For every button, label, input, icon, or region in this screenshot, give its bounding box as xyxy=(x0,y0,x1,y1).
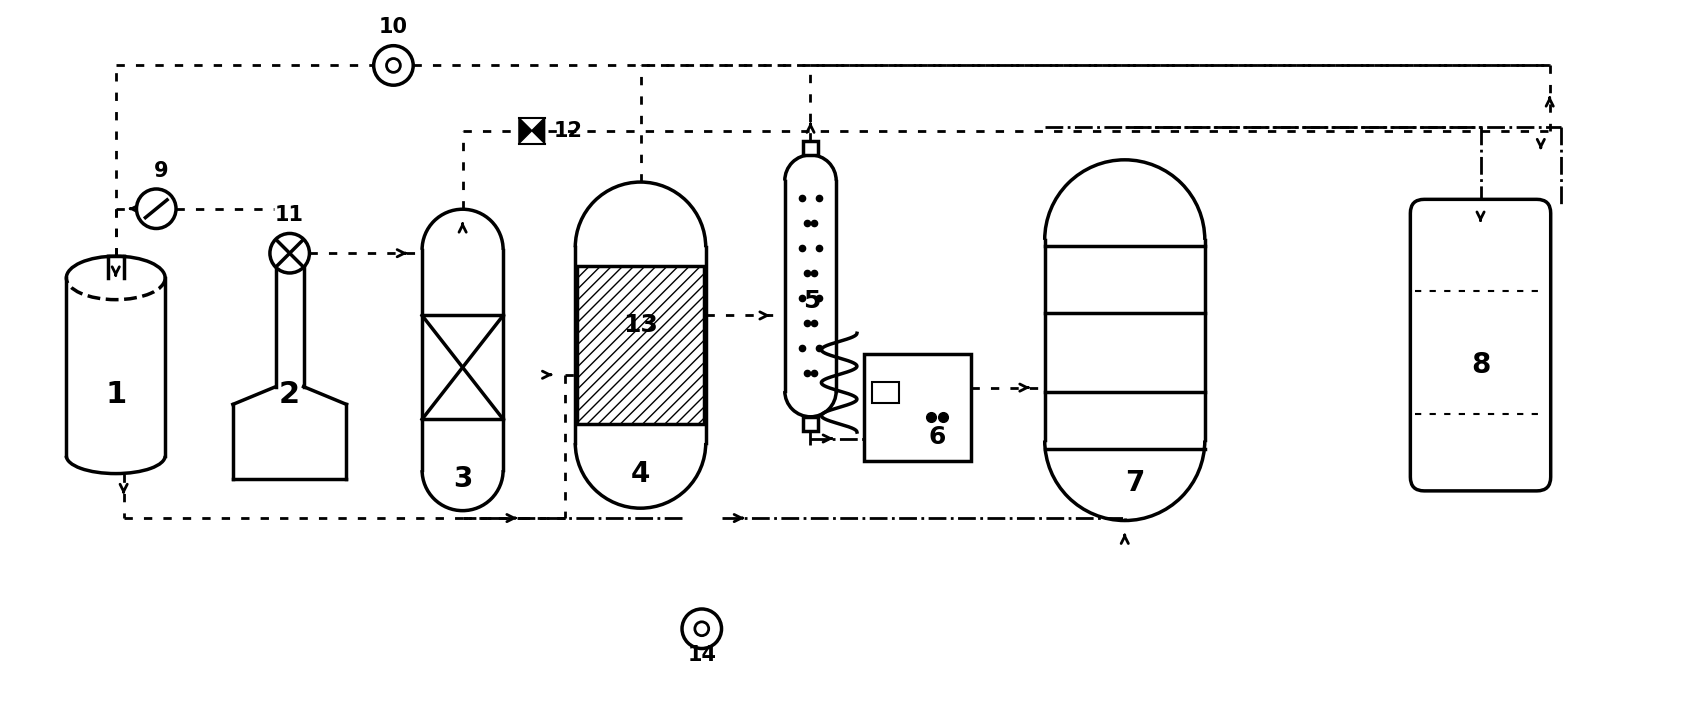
Text: 11: 11 xyxy=(276,204,305,224)
Polygon shape xyxy=(531,118,545,143)
Circle shape xyxy=(269,234,310,273)
Text: 1: 1 xyxy=(106,380,126,409)
Text: 4: 4 xyxy=(630,459,651,488)
Circle shape xyxy=(136,189,175,229)
Bar xyxy=(802,141,819,155)
Circle shape xyxy=(387,58,400,72)
Circle shape xyxy=(373,45,414,85)
Text: 14: 14 xyxy=(688,645,717,665)
FancyBboxPatch shape xyxy=(1410,200,1551,491)
Polygon shape xyxy=(519,118,531,143)
Bar xyxy=(785,180,836,391)
Text: 2: 2 xyxy=(279,380,300,409)
Text: 5: 5 xyxy=(802,289,821,312)
Text: 13: 13 xyxy=(623,313,657,337)
Bar xyxy=(802,417,819,430)
Bar xyxy=(577,266,703,424)
Bar xyxy=(576,247,705,443)
Text: 7: 7 xyxy=(1126,469,1144,498)
Bar xyxy=(66,256,165,474)
Bar xyxy=(577,266,703,424)
Text: 6: 6 xyxy=(928,425,945,449)
Circle shape xyxy=(681,609,722,648)
Circle shape xyxy=(695,622,708,635)
Text: 12: 12 xyxy=(553,121,582,141)
Bar xyxy=(422,250,502,470)
Bar xyxy=(863,354,971,461)
Text: 3: 3 xyxy=(453,464,472,493)
Text: 9: 9 xyxy=(153,161,169,181)
Bar xyxy=(785,180,834,391)
Text: 10: 10 xyxy=(380,17,409,37)
Text: 8: 8 xyxy=(1471,351,1490,379)
Bar xyxy=(1044,240,1204,440)
Bar xyxy=(872,382,899,403)
